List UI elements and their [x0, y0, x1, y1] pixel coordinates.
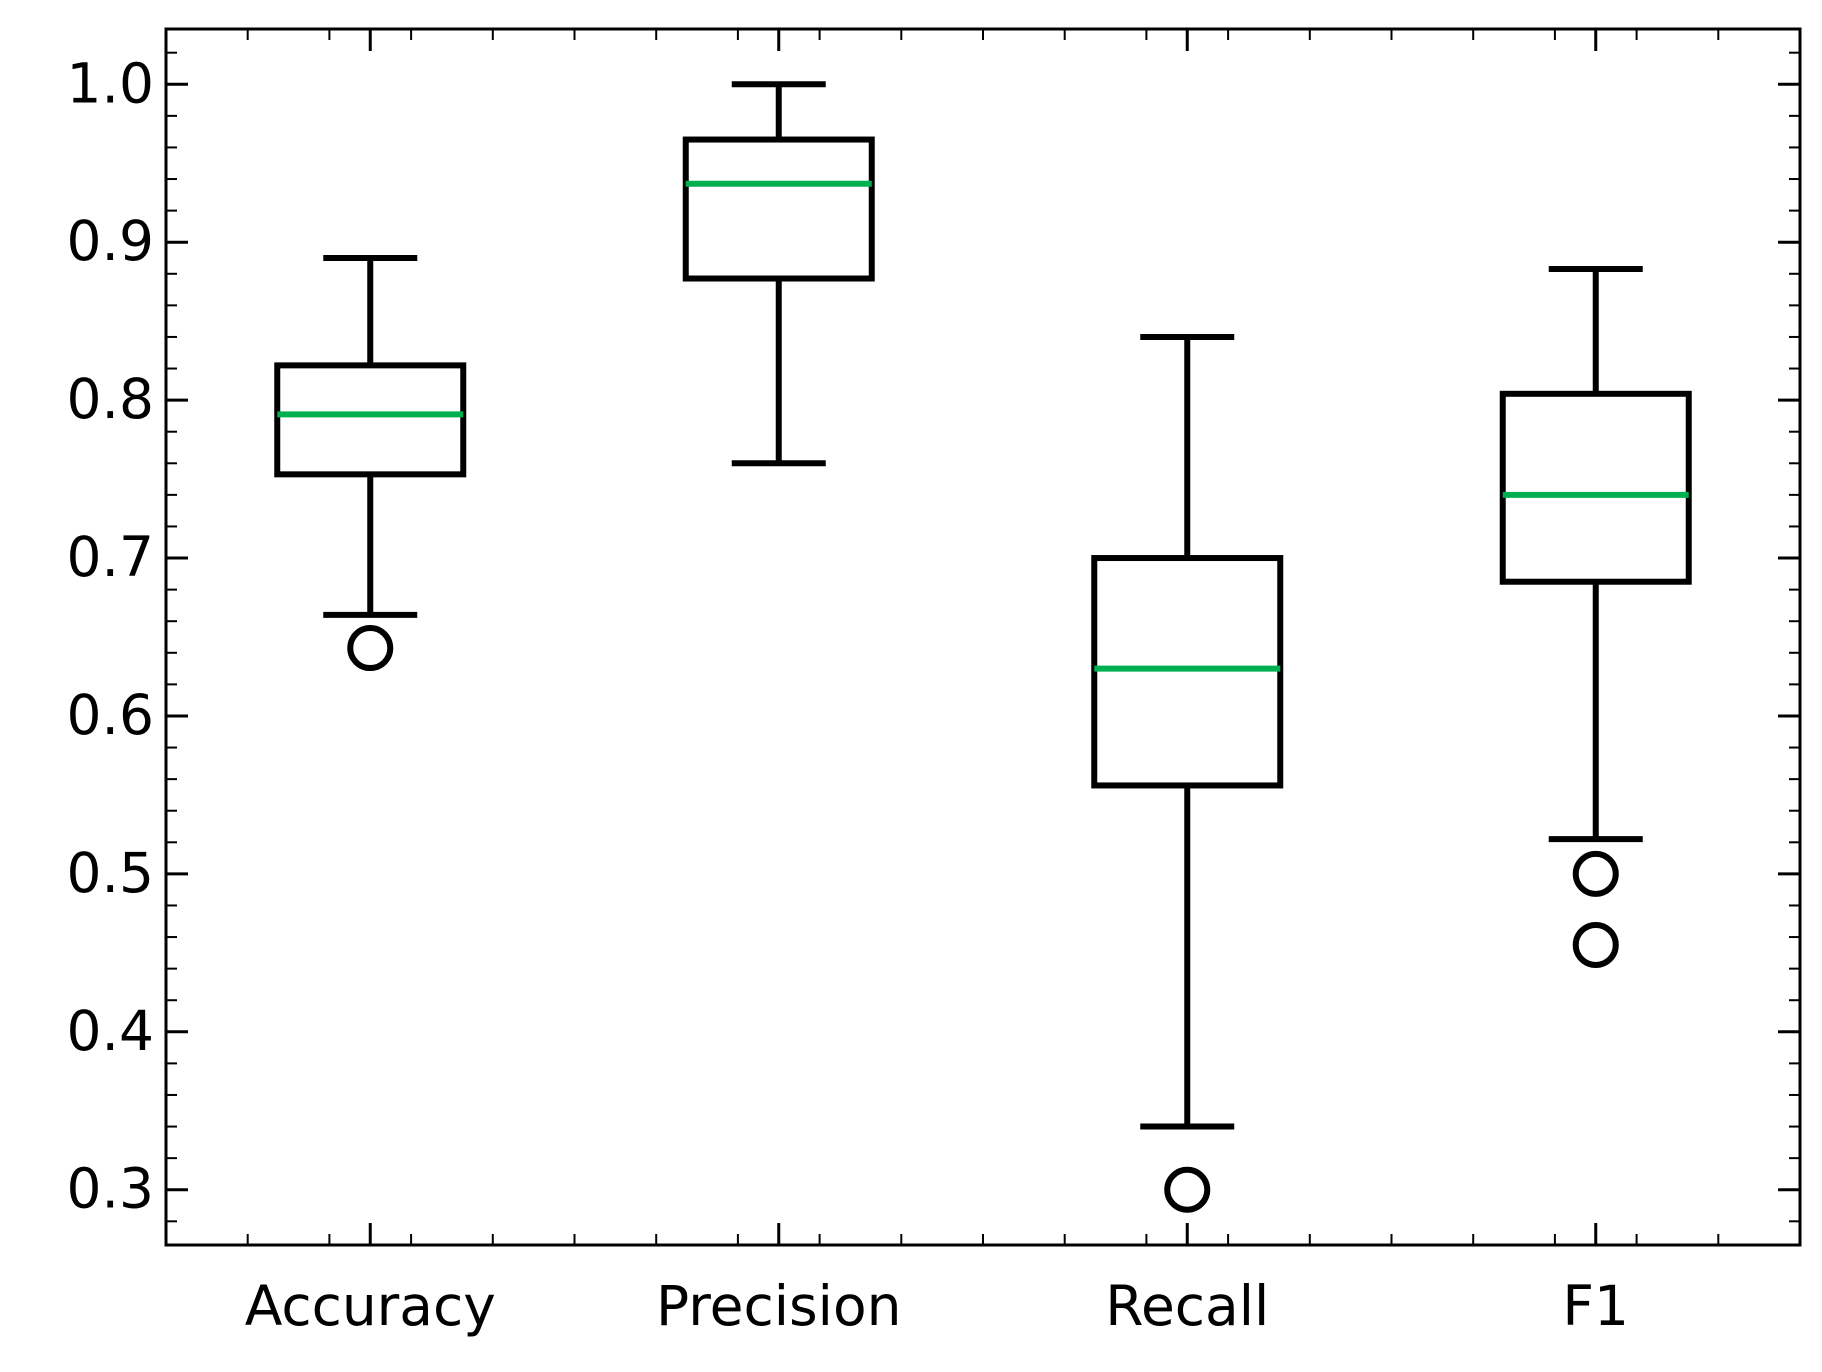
- iqr-box: [1499, 390, 1692, 585]
- outlier-point: [1164, 1166, 1211, 1213]
- y-tick-label: 0.3: [67, 1157, 154, 1221]
- x-tick-label-precision: Precision: [656, 1274, 901, 1338]
- box-recall: [1091, 333, 1284, 1213]
- y-tick-label: 1.0: [67, 51, 154, 115]
- y-tick-label: 0.7: [67, 525, 154, 589]
- y-tick-label: 0.8: [67, 367, 154, 431]
- outlier-point: [1572, 921, 1619, 968]
- box-f1: [1499, 266, 1692, 968]
- y-tick-label: 0.4: [67, 999, 154, 1063]
- iqr-box: [1091, 555, 1284, 789]
- y-tick-label: 0.5: [67, 841, 154, 905]
- x-tick-label-f1: F1: [1562, 1274, 1629, 1338]
- outlier-point: [1572, 850, 1619, 897]
- box-accuracy: [274, 254, 467, 672]
- boxes-layer: [274, 81, 1692, 1213]
- iqr-box: [274, 362, 467, 478]
- ticks-layer: [166, 29, 1800, 1245]
- x-tick-label-recall: Recall: [1105, 1274, 1269, 1338]
- x-tick-label-accuracy: Accuracy: [245, 1274, 496, 1338]
- y-tick-label: 0.9: [67, 209, 154, 273]
- plot-frame: [164, 27, 1802, 1247]
- iqr-box: [682, 136, 875, 282]
- outlier-point: [347, 625, 394, 672]
- labels-layer: 0.3 0.4 0.5 0.6 0.7 0.8 0.9 1.0 Accuracy Precisio…: [67, 51, 1630, 1338]
- y-tick-label: 0.6: [67, 683, 154, 747]
- box-precision: [682, 81, 875, 467]
